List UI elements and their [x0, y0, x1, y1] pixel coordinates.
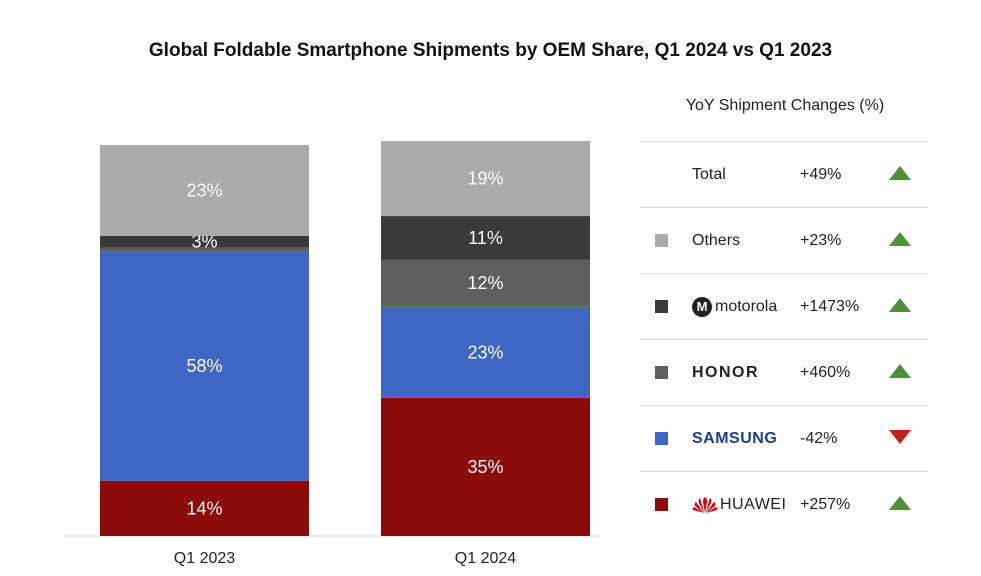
- arrow-down-icon: [889, 430, 911, 444]
- arrow-up-icon: [889, 166, 911, 180]
- bar-segment-honor-0: [100, 247, 309, 252]
- row-name-samsung: SAMSUNG: [692, 430, 778, 447]
- row-name-huawei: HUAWEI: [692, 472, 786, 537]
- arrow-up-icon: [889, 364, 911, 378]
- legend-swatch-others: [655, 234, 668, 247]
- data-label-others-1: 19%: [467, 169, 503, 189]
- row-change-total: +49%: [800, 166, 842, 183]
- row-change-huawei: +257%: [800, 496, 851, 513]
- yoy-table-header: YoY Shipment Changes (%): [685, 97, 885, 114]
- huawei-label: HUAWEI: [720, 496, 787, 513]
- motorola-logo-icon: M: [692, 296, 712, 317]
- data-label-huawei-1: 35%: [467, 457, 503, 477]
- bar-segment-honor-1: [381, 259, 590, 307]
- data-label-samsung-1: 23%: [467, 342, 503, 362]
- row-name-honor: HONOR: [692, 364, 760, 381]
- data-label-huawei-0: 14%: [186, 498, 222, 518]
- data-label-samsung-0: 58%: [186, 356, 222, 376]
- bar-segment-motorola-0: [100, 235, 309, 248]
- huawei-logo-icon: [692, 496, 718, 513]
- row-change-motorola: +1473%: [800, 298, 860, 315]
- motorola-label: motorola: [715, 298, 778, 315]
- stacked-bar-chart: 14% 58% 3% 23% Q1 2023 35% 23% 12% 11% 19% Q1 2024: [65, 141, 600, 567]
- data-label-honor-1: 12%: [467, 273, 503, 293]
- arrow-up-icon: [889, 496, 911, 510]
- row-name-total: Total: [692, 166, 726, 183]
- bar-segment-samsung-1: [381, 306, 590, 398]
- legend-swatch-motorola: [655, 300, 668, 313]
- x-tick-label-0: Q1 2023: [174, 550, 235, 567]
- legend-swatch-huawei: [655, 498, 668, 511]
- chart-title: Global Foldable Smartphone Shipments by …: [148, 40, 833, 61]
- arrow-up-icon: [889, 298, 911, 312]
- yoy-row-total: Total +49%: [640, 141, 928, 207]
- yoy-row-honor: HONOR +460%: [640, 339, 928, 405]
- bar-segment-huawei-0: [100, 480, 309, 536]
- legend-swatch-samsung: [655, 432, 668, 445]
- x-tick-label-1: Q1 2024: [455, 550, 516, 567]
- data-label-motorola-1: 11%: [468, 228, 503, 248]
- row-change-others: +23%: [800, 232, 842, 249]
- legend-swatch-honor: [655, 366, 668, 379]
- yoy-row-samsung: SAMSUNG -42%: [640, 405, 928, 471]
- bar-segment-samsung-0: [100, 251, 309, 481]
- bar-segment-huawei-1: [381, 397, 590, 536]
- bar-segment-others-1: [381, 141, 590, 217]
- row-change-samsung: -42%: [800, 430, 838, 447]
- bar-segment-others-0: [100, 144, 309, 236]
- arrow-up-icon: [889, 232, 911, 246]
- data-label-others-0: 23%: [186, 180, 222, 200]
- row-change-honor: +460%: [800, 364, 851, 381]
- bar-segment-motorola-1: [381, 216, 590, 260]
- yoy-row-others: Others +23%: [640, 207, 928, 273]
- row-name-others: Others: [692, 232, 741, 249]
- yoy-row-huawei: HUAWEI +257%: [640, 471, 928, 537]
- data-label-motorola-0: 3%: [191, 232, 217, 252]
